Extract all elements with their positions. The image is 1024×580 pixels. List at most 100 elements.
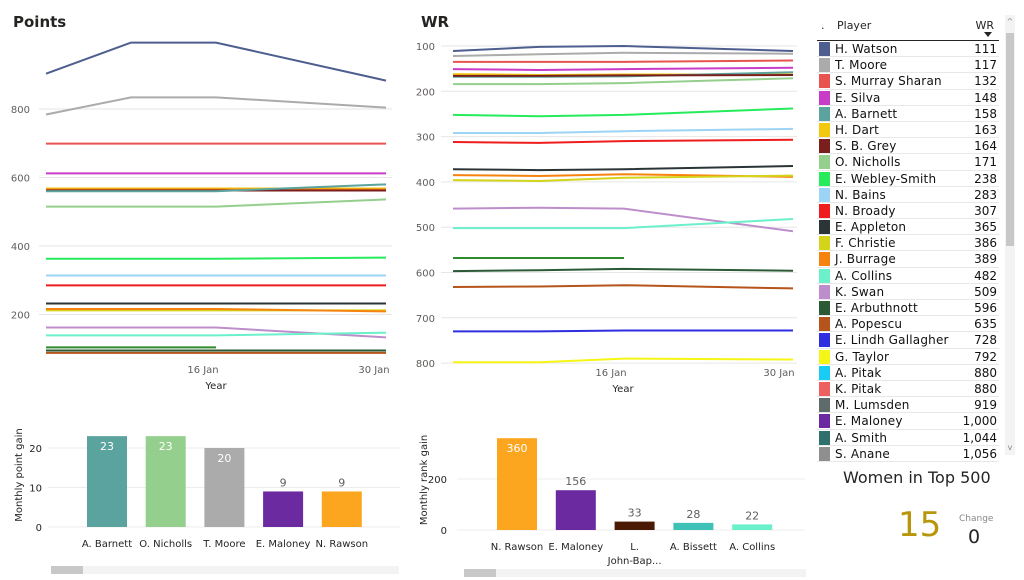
rank-gain-scrollbar-thumb[interactable] [464, 569, 496, 577]
series-line [453, 59, 794, 63]
y-tick-label: 400 [416, 178, 435, 189]
bar-value-label: 20 [217, 452, 231, 465]
x-tick-label: 16 Jan [187, 365, 218, 376]
change-label: Change [959, 514, 994, 524]
player-wr: 1,056 [962, 446, 997, 461]
player-name: K. Swan [835, 284, 885, 299]
table-row[interactable]: E. Maloney 1,000 [817, 413, 999, 430]
player-name: N. Broady [835, 203, 896, 218]
color-swatch [819, 268, 830, 283]
player-wr: 509 [974, 284, 997, 299]
table-scrollbar-thumb[interactable] [1006, 33, 1014, 246]
table-row[interactable]: N. Broady 307 [817, 203, 999, 220]
table-row[interactable]: S. Murray Sharan 132 [817, 73, 999, 90]
player-wr: 158 [974, 106, 997, 121]
table-row[interactable]: E. Lindh Gallagher 728 [817, 332, 999, 349]
table-row[interactable]: J. Burrage 389 [817, 251, 999, 268]
series-line [453, 218, 794, 230]
table-row[interactable]: A. Collins 482 [817, 268, 999, 284]
header-player[interactable]: Player [837, 19, 872, 32]
kpi-value: 15 [898, 505, 942, 545]
series-line [452, 107, 794, 118]
y-axis-title: Monthly rank gain [419, 435, 430, 525]
series-line [452, 138, 794, 144]
color-swatch [819, 252, 830, 267]
rank-gain-scrollbar[interactable] [464, 569, 806, 577]
header-wr[interactable]: WR [975, 19, 994, 32]
series-line [46, 183, 387, 193]
player-name: E. Silva [835, 90, 881, 105]
bar-value-label: 360 [507, 442, 528, 455]
player-wr: 163 [974, 122, 997, 137]
point-gain-scrollbar[interactable] [51, 566, 399, 574]
color-swatch [819, 187, 830, 202]
bar [614, 521, 655, 530]
table-row[interactable]: T. Moore 117 [817, 57, 999, 74]
color-swatch [819, 349, 830, 364]
series-line [45, 96, 387, 116]
series-line [45, 41, 387, 82]
table-row[interactable]: K. Swan 509 [817, 284, 999, 300]
table-row[interactable]: O. Nicholls 171 [817, 154, 999, 171]
player-wr: 1,044 [962, 430, 997, 445]
table-row[interactable]: E. Appleton 365 [817, 219, 999, 236]
table-row[interactable]: N. Bains 283 [817, 187, 999, 203]
table-row[interactable]: G. Taylor 792 [817, 349, 999, 365]
table-row[interactable]: A. Pitak 880 [817, 365, 999, 381]
y-tick-label: 10 [29, 484, 42, 495]
table-row[interactable]: S. B. Grey 164 [817, 138, 999, 155]
table-row[interactable]: F. Christie 386 [817, 235, 999, 252]
table-row[interactable]: S. Anane 1,056 [817, 446, 999, 462]
table-row[interactable]: H. Watson 111 [817, 41, 999, 58]
sort-desc-icon[interactable] [984, 32, 992, 37]
monthly-point-gain-chart[interactable]: 0 10 20 Monthly point gain 23 A. Barnett 23 O. … [0, 425, 405, 560]
player-name: J. Burrage [835, 252, 897, 267]
table-row[interactable]: E. Arbuthnott 596 [817, 300, 999, 317]
color-swatch [819, 284, 830, 299]
bar [263, 491, 304, 527]
table-row[interactable]: A. Barnett 158 [817, 106, 999, 122]
bar-value-label: 22 [745, 509, 759, 522]
color-swatch [819, 139, 830, 154]
color-swatch [819, 414, 830, 429]
player-name: A. Collins [835, 268, 893, 283]
table-row[interactable]: A. Popescu 635 [817, 316, 999, 333]
player-wr: 164 [974, 139, 997, 154]
table-row[interactable]: A. Smith 1,044 [817, 430, 999, 446]
table-row[interactable]: M. Lumsden 919 [817, 397, 999, 414]
player-name: O. Nicholls [835, 155, 901, 170]
color-swatch [819, 42, 830, 56]
series-line [452, 174, 794, 183]
player-table: . Player WR H. Watson 111 T. Moore 117 S. Mu… [817, 15, 1017, 462]
table-row[interactable]: K. Pitak 880 [817, 381, 999, 398]
player-name: A. Barnett [835, 106, 898, 121]
table-row[interactable]: E. Silva 148 [817, 90, 999, 106]
color-swatch [819, 74, 830, 89]
color-swatch [819, 106, 830, 121]
color-swatch [819, 155, 830, 170]
table-scrollbar[interactable]: ^ v [1005, 15, 1015, 455]
player-wr: 111 [974, 42, 997, 56]
bar-value-label: 9 [338, 476, 345, 489]
player-wr: 365 [974, 220, 997, 235]
player-wr: 389 [974, 252, 997, 267]
x-tick-label: 16 Jan [595, 368, 626, 379]
wr-line-chart[interactable]: 100 200 300 400 500 600 700 800 16 Jan 30 Jan Year [405, 0, 815, 400]
series-line [46, 331, 387, 337]
scroll-down-icon[interactable]: v [1007, 443, 1013, 452]
player-name: A. Smith [835, 430, 888, 445]
series-line [46, 326, 387, 339]
table-row[interactable]: E. Webley-Smith 238 [817, 171, 999, 187]
points-line-chart[interactable]: 200 400 600 800 16 Jan 30 Jan Year [0, 0, 400, 400]
scroll-up-icon[interactable]: ^ [1006, 17, 1014, 26]
player-name: S. Anane [835, 446, 891, 461]
table-row[interactable]: H. Dart 163 [817, 122, 999, 139]
player-wr: 880 [974, 381, 997, 396]
table-header: . Player WR [817, 15, 1002, 39]
x-category-label: E. Maloney [256, 539, 311, 550]
point-gain-scrollbar-thumb[interactable] [51, 566, 83, 574]
player-wr: 1,000 [962, 414, 997, 429]
x-category-label: E. Maloney [548, 542, 603, 553]
bar [497, 438, 537, 530]
